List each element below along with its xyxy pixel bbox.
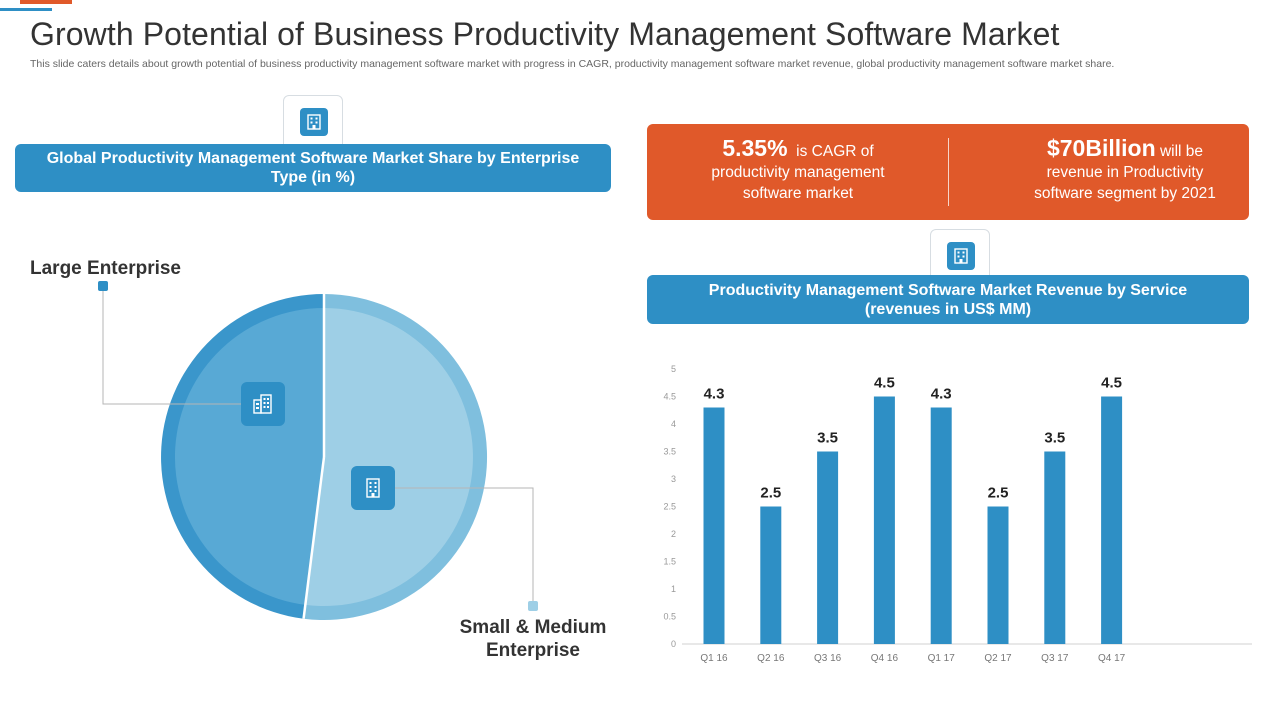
office-building-icon — [351, 466, 395, 510]
page-title: Growth Potential of Business Productivit… — [30, 16, 1060, 52]
building-icon — [947, 242, 975, 270]
y-tick-label: 0.5 — [663, 612, 676, 622]
bar-value-label: 4.5 — [874, 375, 895, 392]
y-tick-label: 3 — [671, 474, 676, 484]
y-tick-label: 5 — [671, 364, 676, 374]
cagr-value: 5.35% — [722, 135, 788, 161]
pie-slice-small-medium — [305, 308, 473, 606]
x-tick-label: Q1 17 — [928, 653, 956, 664]
cagr-text-3: software market — [742, 185, 854, 202]
bar-value-label: 4.3 — [931, 386, 952, 403]
small-enterprise-label: Small & Medium Enterprise — [440, 616, 626, 662]
x-tick-label: Q4 17 — [1098, 653, 1126, 664]
y-tick-label: 1.5 — [663, 557, 676, 567]
stats-divider — [948, 138, 949, 206]
bar-value-label: 4.3 — [704, 386, 725, 403]
x-tick-label: Q2 16 — [757, 653, 785, 664]
pie-header-icon-tab — [283, 95, 343, 147]
revenue-text-2: revenue in Productivity — [1046, 164, 1204, 181]
x-tick-label: Q4 16 — [871, 653, 899, 664]
pie-chart-banner: Global Productivity Management Software … — [15, 144, 611, 192]
bar — [987, 506, 1009, 644]
bar — [760, 506, 782, 644]
building-icon — [300, 108, 328, 136]
small-enterprise-marker — [528, 601, 538, 611]
pie-chart-banner-text: Global Productivity Management Software … — [46, 150, 580, 186]
revenue-text-3: software segment by 2021 — [1034, 185, 1216, 202]
cagr-stat: 5.35% is CAGR of productivity management… — [667, 135, 929, 204]
bar-chart-banner: Productivity Management Software Market … — [647, 275, 1249, 324]
bar-value-label: 3.5 — [817, 430, 838, 447]
x-tick-label: Q3 17 — [1041, 653, 1069, 664]
y-tick-label: 4 — [671, 419, 676, 429]
revenue-value: $70Billion — [1046, 135, 1156, 161]
pie-slice-large — [174, 308, 324, 605]
y-tick-label: 2.5 — [663, 502, 676, 512]
accent-bar-orange — [20, 0, 72, 4]
bar — [817, 451, 839, 644]
large-enterprise-connector — [102, 288, 262, 405]
small-enterprise-connector — [373, 487, 534, 603]
office-buildings-icon — [241, 382, 285, 426]
x-tick-label: Q3 16 — [814, 653, 842, 664]
bar-value-label: 2.5 — [760, 485, 781, 502]
revenue-text-1: will be — [1159, 143, 1204, 160]
bar — [1101, 396, 1123, 644]
stats-box: 5.35% is CAGR of productivity management… — [647, 124, 1249, 220]
y-tick-label: 1 — [671, 584, 676, 594]
bar-value-label: 2.5 — [988, 485, 1009, 502]
bar-value-label: 4.5 — [1101, 375, 1122, 392]
bar-chart-banner-line1: Productivity Management Software Market … — [708, 281, 1188, 299]
small-enterprise-label-line1: Small & Medium — [459, 617, 607, 638]
x-tick-label: Q1 16 — [700, 653, 728, 664]
x-tick-label: Q2 17 — [984, 653, 1012, 664]
page-subtitle: This slide caters details about growth p… — [30, 58, 1115, 70]
large-enterprise-marker — [98, 281, 108, 291]
small-enterprise-label-line2: Enterprise — [486, 640, 580, 661]
cagr-text-2: productivity management — [711, 164, 885, 181]
y-tick-label: 0 — [671, 639, 676, 649]
pie-separator — [302, 456, 326, 619]
y-tick-label: 4.5 — [663, 392, 676, 402]
bar-chart: 0 0.5 1 1.5 2 2.5 3 3.5 4 4.5 5 4.3 Q1 16 2.5 Q2 16 3.5… — [663, 364, 1252, 664]
bar — [1044, 451, 1066, 644]
revenue-stat: $70Billion will be revenue in Productivi… — [1009, 135, 1241, 204]
large-enterprise-label: Large Enterprise — [30, 258, 181, 279]
bar-value-label: 3.5 — [1044, 430, 1065, 447]
y-tick-label: 2 — [671, 529, 676, 539]
bar — [703, 407, 725, 644]
y-tick-label: 3.5 — [663, 447, 676, 457]
cagr-text-1: is CAGR of — [796, 143, 874, 160]
bar-header-icon-tab — [930, 229, 990, 281]
accent-bar-blue — [0, 8, 52, 11]
bar — [930, 407, 952, 644]
bar — [873, 396, 895, 644]
bar-chart-banner-line2: (revenues in US$ MM) — [864, 300, 1032, 318]
